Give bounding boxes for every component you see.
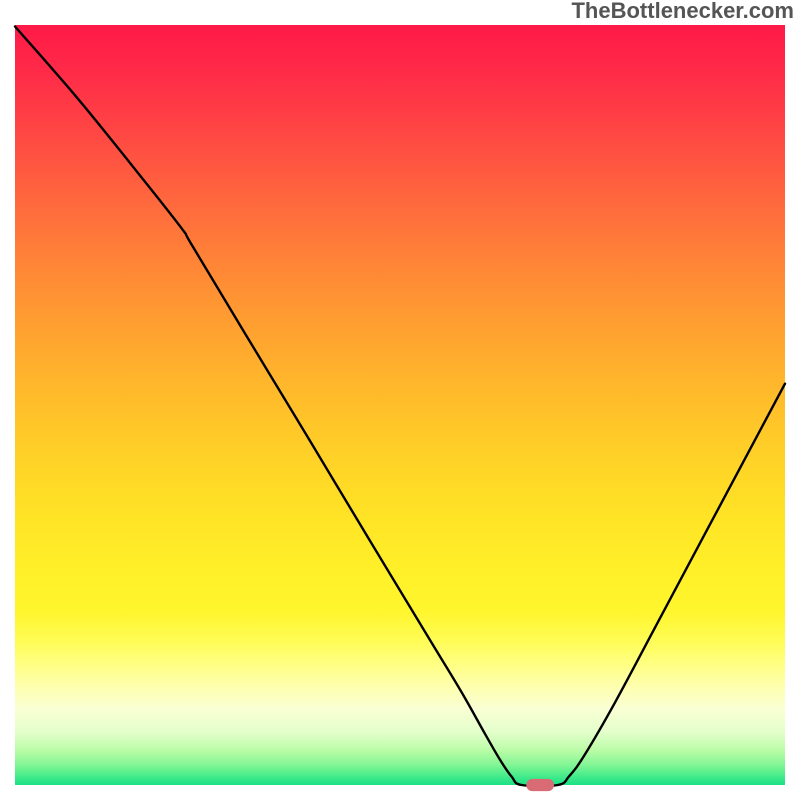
bottleneck-curve-chart <box>0 0 800 800</box>
attribution-watermark: TheBottlenecker.com <box>571 0 794 24</box>
optimal-marker <box>526 779 554 791</box>
chart-container: TheBottlenecker.com <box>0 0 800 800</box>
plot-gradient-background <box>15 25 785 785</box>
